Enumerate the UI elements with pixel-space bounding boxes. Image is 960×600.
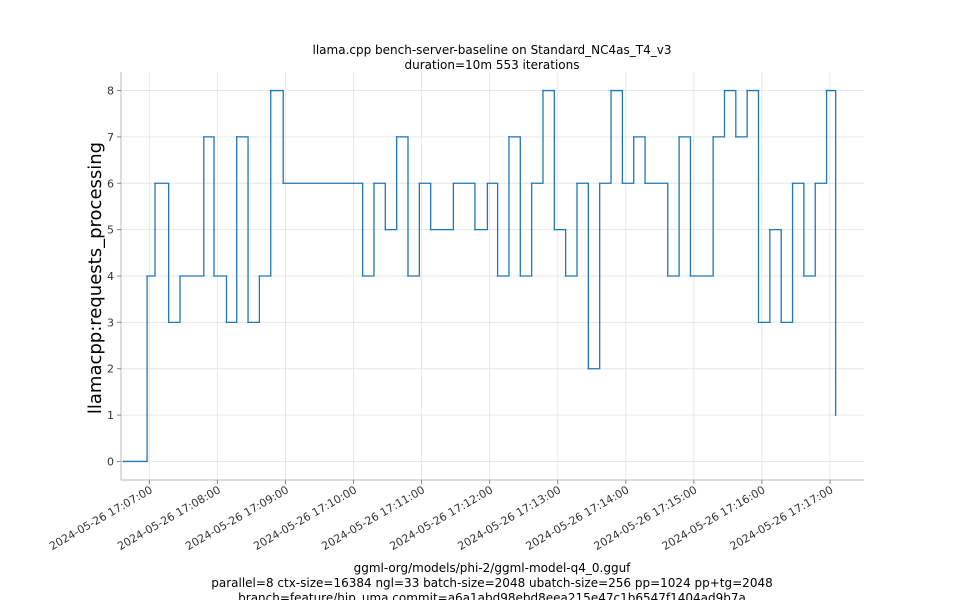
data-point	[530, 182, 533, 185]
data-point	[519, 275, 522, 277]
data-point	[373, 182, 375, 185]
data-point	[361, 275, 364, 277]
data-point	[735, 136, 737, 138]
data-point	[282, 182, 285, 185]
data-point	[407, 275, 409, 277]
data-point	[834, 414, 837, 416]
y-tick-label: 3	[107, 316, 114, 329]
data-point	[803, 275, 805, 277]
data-point	[352, 182, 355, 185]
data-point	[496, 275, 499, 277]
data-point	[576, 182, 578, 185]
data-point	[474, 228, 476, 231]
data-point	[167, 321, 170, 324]
data-point	[689, 275, 692, 277]
data-point	[780, 321, 782, 324]
data-point	[814, 182, 817, 185]
data-point	[825, 89, 828, 92]
chart-subtitle: duration=10m 553 iterations	[405, 58, 580, 72]
x-axis-label-model: ggml-org/models/phi-2/ggml-model-q4_0.gg…	[354, 561, 632, 575]
data-point	[564, 275, 567, 277]
data-point	[644, 182, 646, 185]
data-point	[269, 89, 272, 92]
data-point	[598, 182, 601, 185]
series-group	[122, 89, 837, 463]
data-point	[247, 321, 249, 324]
data-point	[723, 89, 726, 92]
y-tick-label: 7	[107, 131, 114, 144]
y-tick-label: 5	[107, 224, 114, 237]
data-point	[384, 228, 387, 231]
data-point	[122, 460, 125, 463]
y-tick-label: 1	[107, 409, 114, 422]
data-point	[712, 136, 714, 138]
data-point	[452, 182, 455, 185]
data-point	[746, 89, 748, 92]
data-point	[791, 182, 794, 185]
y-tick-label: 2	[107, 363, 114, 376]
y-tick-label: 4	[107, 270, 114, 283]
data-point	[508, 136, 510, 138]
y-ticks: 0 1 2 3 4 5 6 7 8	[107, 85, 121, 468]
y-tick-label: 8	[107, 85, 114, 98]
data-point	[203, 136, 205, 138]
data-point	[757, 321, 760, 324]
x-axis-label-params: parallel=8 ctx-size=16384 ngl=33 batch-s…	[211, 576, 772, 590]
data-point	[621, 182, 624, 185]
x-axis-label-branch: branch=feature/hip_uma commit=a6a1abd98e…	[238, 591, 746, 600]
data-point	[395, 136, 398, 138]
data-point	[553, 228, 556, 231]
y-axis-label: llamacpp:requests_processing	[85, 142, 106, 414]
data-point	[610, 89, 612, 92]
data-point	[587, 367, 590, 370]
chart-title: llama.cpp bench-server-baseline on Stand…	[313, 43, 672, 57]
data-point	[542, 89, 544, 92]
y-tick-label: 0	[107, 455, 114, 468]
data-point	[258, 275, 261, 277]
data-point	[213, 275, 215, 277]
data-point	[418, 182, 421, 185]
series-line	[123, 89, 837, 463]
data-point	[225, 321, 228, 324]
data-point	[678, 136, 680, 138]
data-point	[429, 228, 432, 231]
data-point	[666, 275, 669, 277]
data-point	[235, 136, 238, 138]
data-point	[769, 228, 771, 231]
data-point	[486, 182, 489, 185]
y-tick-label: 6	[107, 177, 114, 190]
data-point	[632, 136, 635, 138]
data-point	[146, 275, 148, 277]
data-point	[179, 275, 181, 277]
data-point	[154, 182, 156, 185]
